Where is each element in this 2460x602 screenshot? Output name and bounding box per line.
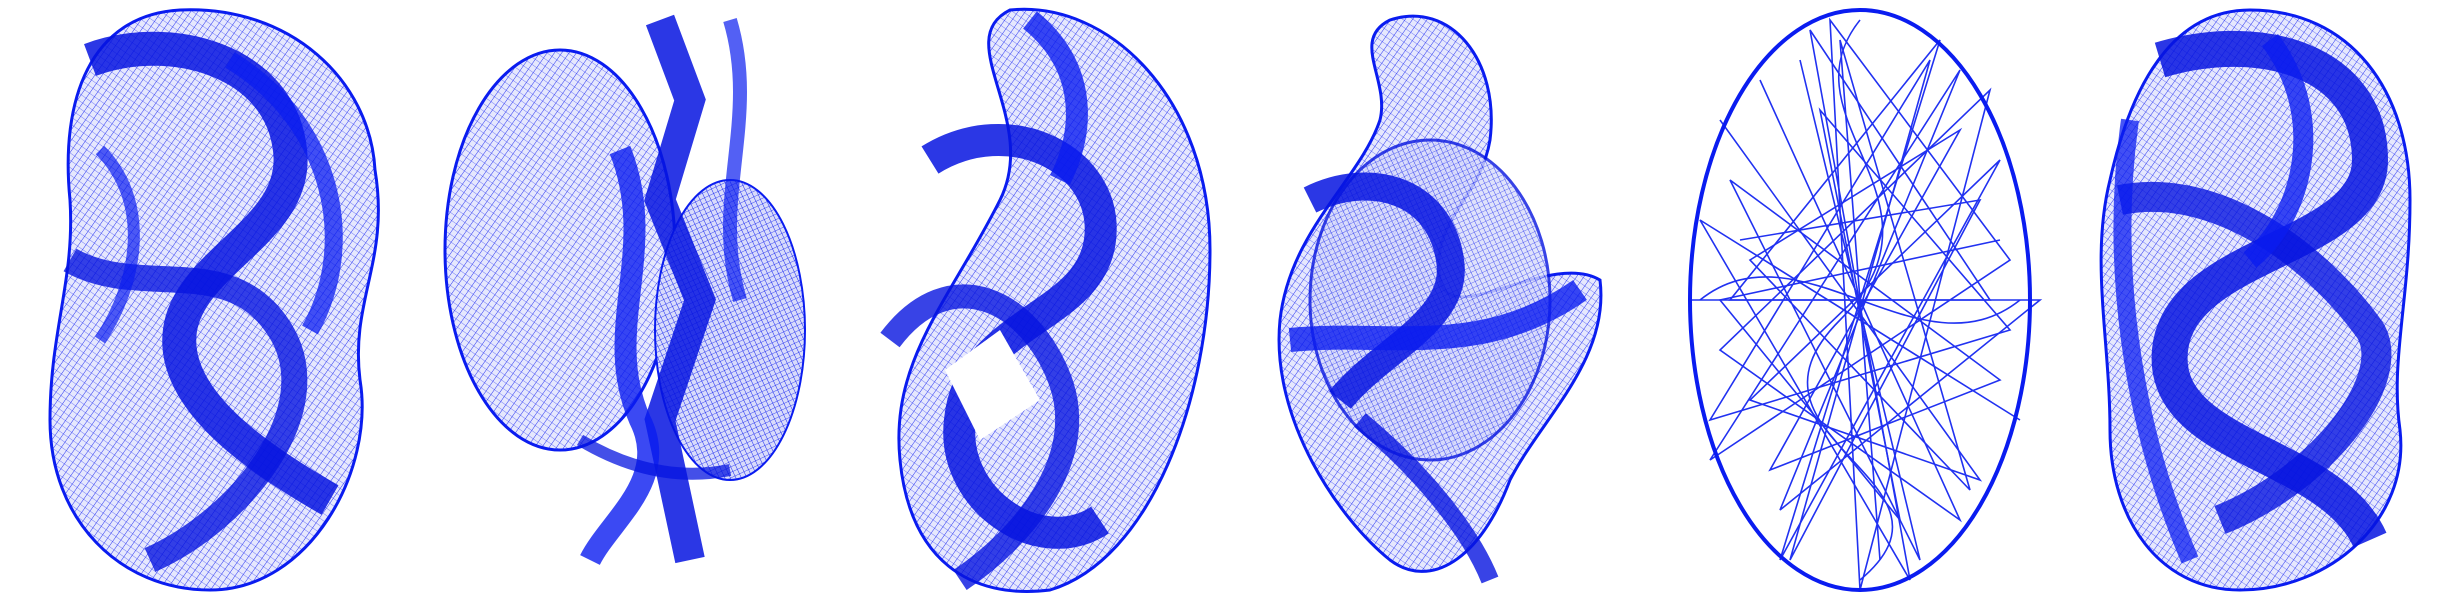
mesh-3-wireframe [880, 7, 1212, 593]
mesh-4-wireframe [1277, 14, 1603, 584]
mesh-2-wireframe [443, 14, 806, 566]
mesh-6-wireframe [2099, 8, 2412, 592]
mesh-5-wireframe [1688, 8, 2043, 592]
mesh-1-wireframe [48, 8, 380, 592]
